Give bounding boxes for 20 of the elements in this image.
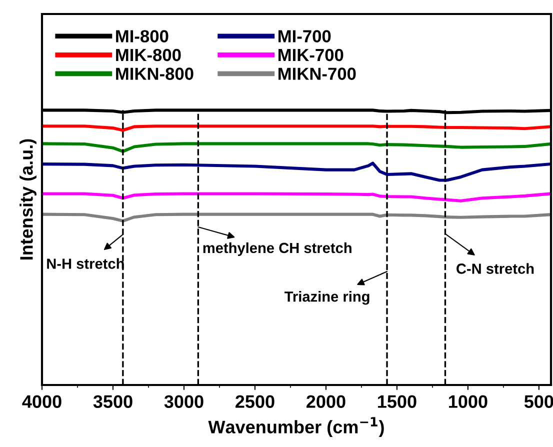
legend-label: MIKN-800 xyxy=(116,68,194,80)
x-tick-label: 3000 xyxy=(164,395,204,408)
legend-label: MIK-700 xyxy=(278,48,344,62)
y-axis-title: Intensity (a.u.) xyxy=(20,139,36,260)
x-tick-label: 3500 xyxy=(93,395,132,408)
x-tick-label: 1000 xyxy=(448,395,488,408)
x-tick-label: 1500 xyxy=(378,395,416,408)
x-tick-label: 4000 xyxy=(22,395,62,408)
ref-line-label: N-H stretch xyxy=(47,258,124,269)
legend-label: MIK-800 xyxy=(116,48,181,62)
legend-label: MI-800 xyxy=(116,30,168,42)
ref-line-label: Triazine ring xyxy=(284,291,370,305)
x-axis-title: Wavenumber (cm$^{−1}$) xyxy=(208,417,384,437)
legend-label: MI-700 xyxy=(278,30,331,42)
x-tick-label: 2000 xyxy=(306,395,346,408)
legend-label: MIKN-700 xyxy=(278,68,356,80)
ref-line-label: C-N stretch xyxy=(456,263,534,274)
ref-line-label: methylene CH stretch xyxy=(203,242,352,256)
x-tick-label: 500 xyxy=(524,395,553,408)
x-tick-label: 2500 xyxy=(236,395,274,408)
